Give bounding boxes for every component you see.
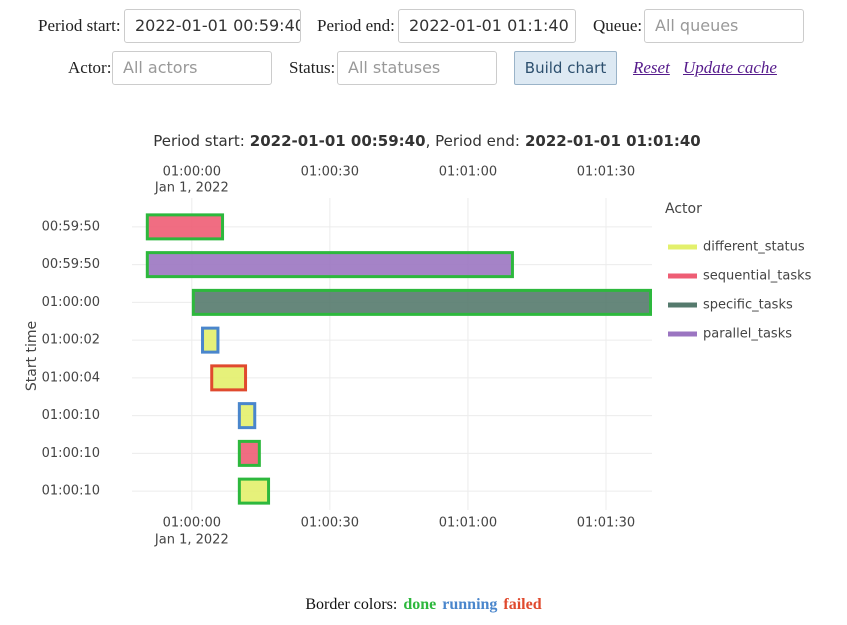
legend-label: parallel_tasks: [703, 327, 792, 342]
y-tick-label: 01:00:10: [42, 484, 100, 499]
x-tick-label: 01:00:30: [301, 165, 359, 180]
x-tick-date: Jan 1, 2022: [154, 181, 229, 196]
legend-label: specific_tasks: [703, 298, 793, 313]
x-tick-label: 01:01:30: [577, 165, 635, 180]
y-tick-label: 01:00:02: [42, 333, 100, 348]
y-tick-label: 01:00:04: [42, 370, 100, 385]
field-label: Queue:: [593, 16, 643, 35]
border-legend-item: done: [403, 596, 437, 613]
x-tick-label: 01:01:30: [577, 516, 635, 531]
border-legend-item: running: [442, 596, 498, 613]
border-legend-title: Border colors:: [305, 596, 398, 613]
chart: Period start: 2022-01-01 00:59:40, Period…: [24, 132, 812, 548]
x-tick-label: 01:01:00: [439, 516, 497, 531]
legend-label: sequential_tasks: [703, 269, 812, 284]
field-label: Period start:: [38, 16, 121, 35]
build-chart-button[interactable]: Build chart: [514, 51, 617, 85]
field-label: Status:: [289, 58, 336, 77]
legend-label: different_status: [703, 240, 805, 255]
field-label: Actor:: [68, 58, 112, 77]
title-part: Period start:: [153, 132, 245, 150]
task-bar: [201, 326, 220, 354]
task-bar: [191, 288, 653, 316]
border-legend: Border colors: done running failed: [0, 596, 847, 614]
y-tick-label: 01:00:10: [42, 408, 100, 423]
y-tick-label: 01:00:10: [42, 446, 100, 461]
reset-link[interactable]: Reset: [633, 58, 670, 77]
task-bar: [237, 477, 271, 505]
task-bar: [210, 364, 248, 392]
border-legend-item: failed: [503, 596, 542, 613]
y-tick-label: 01:00:00: [42, 295, 100, 310]
task-bar: [237, 402, 257, 430]
select-input[interactable]: All statuses: [337, 51, 497, 85]
update-cache-link[interactable]: Update cache: [683, 58, 777, 77]
text-input[interactable]: 2022-01-01 01:1:40: [398, 9, 576, 43]
select-input[interactable]: All actors: [112, 51, 272, 85]
legend-title: Actor: [665, 201, 702, 217]
title-part: 2022-01-01 01:01:40: [525, 132, 701, 150]
x-tick-label: 01:00:00: [163, 516, 221, 531]
x-tick-label: 01:00:30: [301, 516, 359, 531]
title-part: , Period end:: [426, 132, 520, 150]
title-part: 2022-01-01 00:59:40: [250, 132, 426, 150]
task-bar: [145, 213, 225, 241]
y-tick-label: 00:59:50: [42, 257, 100, 272]
field-label: Period end:: [317, 16, 395, 35]
x-tick-label: 01:00:00: [163, 165, 221, 180]
y-axis-title: Start time: [24, 321, 40, 391]
task-bar: [237, 439, 261, 467]
x-tick-date: Jan 1, 2022: [154, 533, 229, 548]
task-bar: [145, 251, 514, 279]
y-tick-label: 00:59:50: [42, 219, 100, 234]
chart-title: Period start: 2022-01-01 00:59:40, Period…: [153, 132, 701, 150]
text-input[interactable]: 2022-01-01 00:59:40: [124, 9, 301, 43]
x-tick-label: 01:01:00: [439, 165, 497, 180]
select-input[interactable]: All queues: [644, 9, 804, 43]
